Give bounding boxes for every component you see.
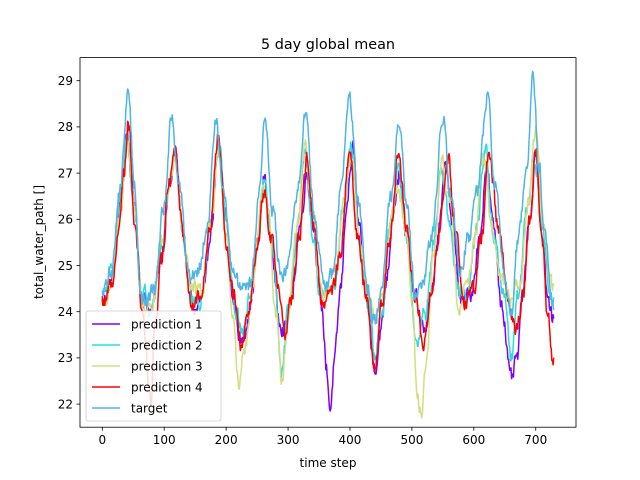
x-tick-label: 600 [462, 433, 485, 447]
y-axis-ticks: 22 23 24 25 26 27 28 29 [58, 74, 80, 411]
x-tick-label: 500 [400, 433, 423, 447]
series-line-prediction-4 [101, 120, 555, 408]
y-tick-label: 25 [58, 259, 73, 273]
y-tick-label: 29 [58, 74, 73, 88]
legend-label-prediction-2: prediction 2 [131, 339, 203, 353]
x-tick-label: 100 [153, 433, 176, 447]
y-tick-label: 28 [58, 120, 73, 134]
y-tick-label: 22 [58, 397, 73, 411]
legend-label-prediction-1: prediction 1 [131, 318, 203, 332]
series-line-target [101, 70, 555, 325]
legend: prediction 1 prediction 2 prediction 3 pred… [85, 310, 222, 422]
x-tick-label: 400 [339, 433, 362, 447]
y-tick-label: 26 [58, 213, 73, 227]
y-tick-label: 23 [58, 351, 73, 365]
legend-label-target: target [131, 402, 168, 416]
x-axis-title: time step [300, 456, 357, 470]
plot-frame [79, 57, 577, 428]
legend-label-prediction-3: prediction 3 [131, 360, 203, 374]
y-axis-title: total_water_path [] [32, 185, 46, 299]
x-tick-label: 300 [277, 433, 300, 447]
x-tick-label: 200 [215, 433, 238, 447]
x-tick-label: 700 [524, 433, 547, 447]
x-axis-ticks: 0 100 200 300 400 500 600 700 [98, 427, 547, 447]
legend-label-prediction-4: prediction 4 [131, 381, 203, 395]
y-tick-label: 24 [58, 305, 73, 319]
series-lines [101, 70, 555, 419]
y-tick-label: 27 [58, 166, 73, 180]
x-tick-label: 0 [98, 433, 106, 447]
legend-box [85, 310, 222, 422]
chart-title: 5 day global mean [261, 37, 395, 53]
